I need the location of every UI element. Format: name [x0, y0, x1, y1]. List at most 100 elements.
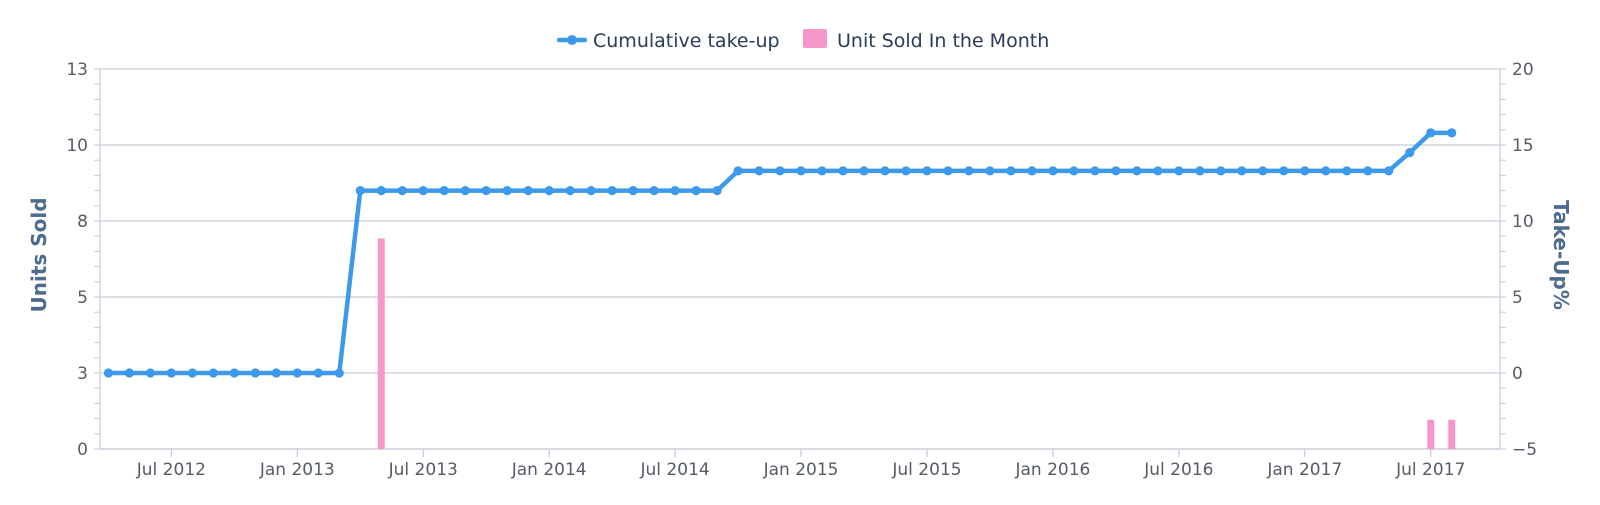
data-point[interactable]: [250, 368, 260, 378]
y-left-tick-label: 0: [77, 440, 88, 460]
data-point[interactable]: [334, 368, 344, 378]
data-point[interactable]: [1321, 166, 1331, 176]
data-point[interactable]: [1174, 166, 1184, 176]
data-point[interactable]: [229, 368, 239, 378]
data-point[interactable]: [859, 166, 869, 176]
bar[interactable]: [1448, 419, 1456, 449]
legend-bar-symbol: [803, 29, 827, 48]
data-point[interactable]: [649, 186, 659, 196]
data-point[interactable]: [1363, 166, 1373, 176]
data-point[interactable]: [733, 166, 743, 176]
x-tick-label: Jul 2015: [891, 460, 961, 480]
data-point[interactable]: [901, 166, 911, 176]
data-point[interactable]: [1279, 166, 1289, 176]
y-axis-left-title: Units Sold: [27, 197, 51, 312]
data-point[interactable]: [166, 368, 176, 378]
data-point[interactable]: [460, 186, 470, 196]
data-point[interactable]: [985, 166, 995, 176]
x-tick-label: Jan 2013: [259, 460, 335, 480]
data-point[interactable]: [1384, 166, 1394, 176]
x-tick-label: Jul 2016: [1143, 460, 1213, 480]
data-point[interactable]: [1195, 166, 1205, 176]
data-point[interactable]: [754, 166, 764, 176]
data-point[interactable]: [943, 166, 953, 176]
data-point[interactable]: [628, 186, 638, 196]
legend[interactable]: Cumulative take-up Unit Sold In the Month: [556, 29, 1049, 52]
bar[interactable]: [377, 238, 385, 449]
data-point[interactable]: [1300, 166, 1310, 176]
y-left-tick-label: 13: [66, 60, 88, 80]
y-left-tick-label: 3: [77, 364, 88, 384]
data-point[interactable]: [397, 186, 407, 196]
data-point[interactable]: [1090, 166, 1100, 176]
bar-series: [377, 238, 1456, 449]
data-point[interactable]: [1069, 166, 1079, 176]
data-point[interactable]: [1447, 128, 1457, 138]
data-point[interactable]: [439, 186, 449, 196]
data-point[interactable]: [880, 166, 890, 176]
y-right-tick-label: −5: [1512, 440, 1537, 460]
data-point[interactable]: [1216, 166, 1226, 176]
data-point[interactable]: [208, 368, 218, 378]
data-point[interactable]: [586, 186, 596, 196]
data-point[interactable]: [1111, 166, 1121, 176]
data-point[interactable]: [502, 186, 512, 196]
data-point[interactable]: [523, 186, 533, 196]
data-point[interactable]: [796, 166, 806, 176]
data-point[interactable]: [1048, 166, 1058, 176]
data-point[interactable]: [691, 186, 701, 196]
legend-label-units-sold[interactable]: Unit Sold In the Month: [837, 30, 1049, 52]
grid: [100, 68, 1500, 450]
data-point[interactable]: [355, 186, 365, 196]
bar[interactable]: [1427, 419, 1435, 449]
data-point[interactable]: [418, 186, 428, 196]
data-point[interactable]: [1426, 128, 1436, 138]
data-point[interactable]: [544, 186, 554, 196]
x-tick-label: Jul 2017: [1395, 460, 1465, 480]
data-point[interactable]: [1405, 148, 1415, 158]
y-left-tick-label: 5: [77, 288, 88, 308]
y-left-tick-label: 8: [77, 212, 88, 232]
data-point[interactable]: [376, 186, 386, 196]
data-point[interactable]: [838, 166, 848, 176]
x-tick-label: Jan 2015: [763, 460, 839, 480]
data-point[interactable]: [1237, 166, 1247, 176]
data-point[interactable]: [481, 186, 491, 196]
line-series: [103, 128, 1457, 378]
y-axis-right-title: Take-Up%: [1549, 200, 1573, 310]
data-point[interactable]: [1153, 166, 1163, 176]
data-point[interactable]: [1258, 166, 1268, 176]
x-tick-label: Jan 2016: [1014, 460, 1090, 480]
y-right-tick-label: 15: [1512, 136, 1534, 156]
legend-label-cumulative[interactable]: Cumulative take-up: [593, 30, 780, 52]
data-point[interactable]: [271, 368, 281, 378]
data-point[interactable]: [313, 368, 323, 378]
x-tick-label: Jan 2014: [511, 460, 587, 480]
data-point[interactable]: [607, 186, 617, 196]
data-point[interactable]: [1342, 166, 1352, 176]
legend-line-marker: [567, 35, 577, 45]
data-point[interactable]: [775, 166, 785, 176]
data-point[interactable]: [187, 368, 197, 378]
data-point[interactable]: [922, 166, 932, 176]
data-point[interactable]: [145, 368, 155, 378]
data-point[interactable]: [292, 368, 302, 378]
data-point[interactable]: [964, 166, 974, 176]
data-point[interactable]: [103, 368, 113, 378]
data-point[interactable]: [1132, 166, 1142, 176]
axes: 0 3 5 8 10 13 −5 0 5 10 15 20 Jul 2012 Jan 2013 Jul 20…: [66, 60, 1537, 480]
data-point[interactable]: [1006, 166, 1016, 176]
y-left-tick-label: 10: [66, 136, 88, 156]
x-tick-label: Jul 2014: [640, 460, 710, 480]
data-point[interactable]: [670, 186, 680, 196]
x-tick-label: Jul 2013: [388, 460, 458, 480]
data-point[interactable]: [817, 166, 827, 176]
x-tick-label: Jan 2017: [1266, 460, 1342, 480]
data-point[interactable]: [712, 186, 722, 196]
y-right-tick-label: 5: [1512, 288, 1523, 308]
data-point[interactable]: [565, 186, 575, 196]
data-point[interactable]: [124, 368, 134, 378]
data-point[interactable]: [1027, 166, 1037, 176]
